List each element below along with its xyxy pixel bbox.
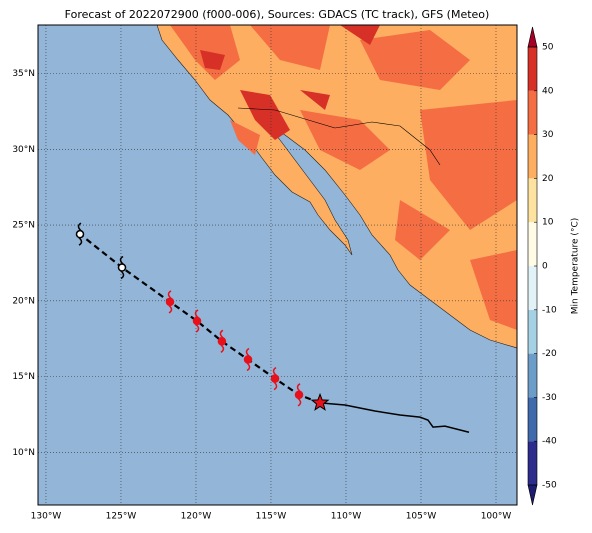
cyclone-eye [294, 390, 304, 400]
x-tick-label: 105°W [406, 512, 437, 522]
cyclone-symbol [75, 222, 85, 246]
cyclone-symbol [165, 290, 175, 314]
colorbar-tick-label: 50 [542, 43, 554, 53]
cyclone-arm [245, 347, 251, 372]
current-position [310, 392, 330, 411]
y-tick-label: 30°N [12, 145, 35, 155]
x-tick-label: 110°W [331, 512, 362, 522]
cyclone-eye [75, 229, 85, 239]
cyclone-arm [219, 329, 225, 353]
colorbar-tick-label: 20 [542, 174, 554, 184]
colorbar-tick-label: 10 [542, 218, 554, 228]
cyclone-eye [243, 355, 253, 364]
cyclone-arm [119, 255, 125, 280]
cyclone-eye [117, 263, 127, 272]
y-tick-label: 25°N [12, 221, 35, 231]
x-tick-label: 125°W [106, 512, 137, 522]
cyclone-arm [167, 290, 173, 314]
colorbar-tick-label: -40 [542, 437, 557, 447]
cyclone-eye [165, 297, 175, 307]
colorbar-segment [528, 178, 537, 223]
colorbar-tick-label: -10 [542, 305, 557, 315]
x-tick-label: 115°W [256, 512, 287, 522]
cyclone-symbol [217, 329, 227, 353]
cyclone-eye [192, 316, 202, 326]
colorbar-segment [528, 47, 537, 91]
observed-track [319, 402, 470, 433]
y-tick-label: 20°N [12, 296, 35, 306]
hot-region [200, 25, 380, 140]
cyclone-eye [270, 374, 280, 383]
forecast-track [79, 233, 321, 404]
colorbar-segment [528, 222, 537, 266]
colorbar-over [527, 26, 538, 48]
map-frame [37, 24, 518, 506]
land [156, 25, 517, 349]
y-tick-label: 10°N [12, 448, 35, 458]
y-tick-label: 35°N [12, 69, 35, 79]
colorbar-segment [528, 266, 537, 310]
colorbar-tick-label: -20 [542, 349, 557, 359]
x-tick-label: 130°W [31, 512, 62, 522]
colorbar-segment [528, 309, 537, 354]
colorbar-segment [528, 441, 537, 485]
cyclone-arm [296, 383, 302, 407]
colorbar-label: Min Temperature (°C) [571, 218, 581, 315]
cyclone-symbol [270, 366, 280, 391]
cyclone-arm [272, 366, 278, 391]
colorbar-segment [528, 397, 537, 442]
cyclone-symbol [294, 383, 304, 407]
colorbar-tick-label: 30 [542, 130, 554, 140]
overlay [38, 25, 517, 505]
y-tick-label: 15°N [12, 372, 35, 382]
colorbar-tick-label: 0 [542, 262, 548, 272]
border [237, 107, 441, 166]
cyclone-symbol [192, 309, 202, 333]
colorbar-tick-label: -50 [542, 481, 557, 491]
colorbar-segment [528, 353, 537, 398]
colorbar-segment [528, 134, 537, 179]
cyclone-eye [217, 337, 227, 346]
cyclone-symbol [117, 255, 127, 280]
cyclone-arm [77, 222, 83, 246]
cyclone-symbol [243, 347, 253, 372]
x-tick-label: 100°W [481, 512, 512, 522]
x-tick-label: 120°W [181, 512, 212, 522]
colorbar-segment [528, 90, 537, 135]
colorbar-tick-label: 40 [542, 86, 554, 96]
colorbar-tick-label: -30 [542, 393, 557, 403]
cyclone-arm [194, 309, 200, 333]
title: Forecast of 2022072900 (f000-006), Sourc… [65, 8, 490, 21]
colorbar-under [527, 484, 538, 506]
